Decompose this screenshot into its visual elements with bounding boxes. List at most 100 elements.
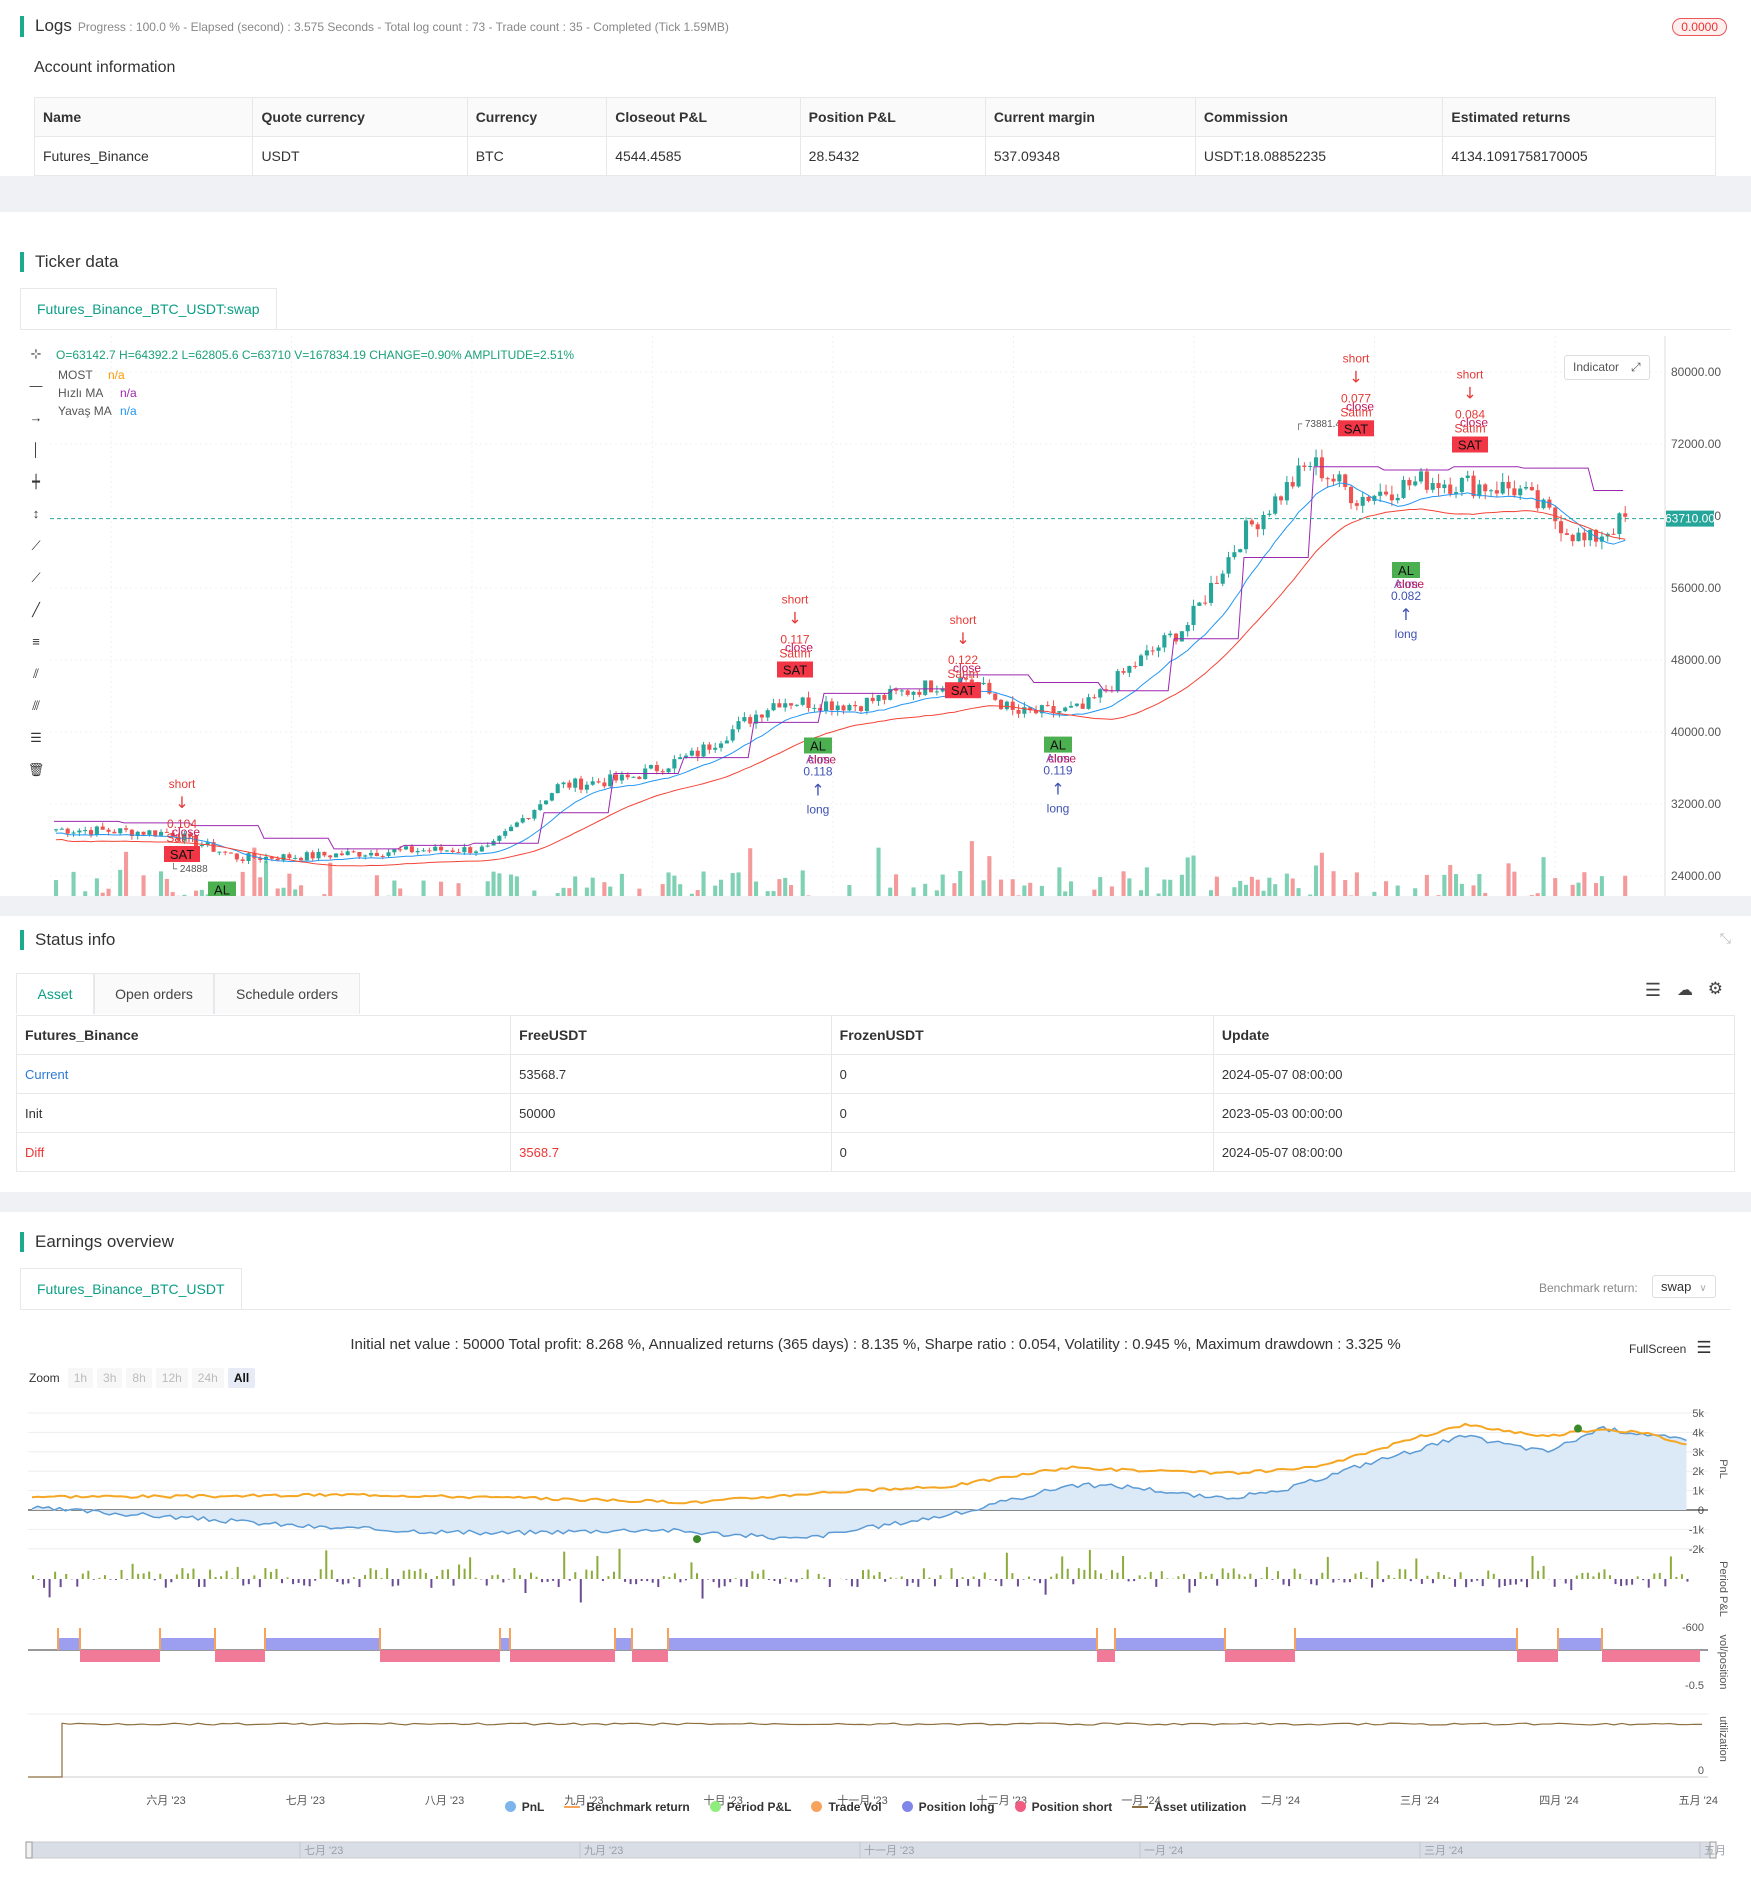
- indicator-button[interactable]: Indicator ⤢: [1564, 355, 1650, 380]
- candle-body: [1407, 479, 1412, 486]
- volume-bar: [1319, 852, 1324, 896]
- volume-bar: [1459, 883, 1464, 896]
- candle-body: [1471, 475, 1476, 497]
- navigator[interactable]: 七月 '23 九月 '23 十一月 '23 一月 '24 三月 '24 五月: [0, 1840, 1751, 1860]
- legend-symbol: [901, 1801, 913, 1812]
- benchmark-select[interactable]: swap ∨: [1652, 1275, 1716, 1298]
- candle-body: [754, 714, 759, 724]
- candle-body: [217, 851, 222, 853]
- volume-bar: [1109, 886, 1114, 896]
- period-bar: [662, 1576, 665, 1579]
- y-tick-label: 72000.00: [1671, 437, 1721, 451]
- zoom-option-3h[interactable]: 3h: [97, 1368, 123, 1388]
- period-bar: [723, 1579, 726, 1587]
- vertical-segment-icon[interactable]: ┿: [32, 474, 40, 489]
- period-bar: [441, 1569, 444, 1579]
- period-bar: [867, 1569, 870, 1579]
- trend-line-icon[interactable]: ⟋: [31, 538, 41, 553]
- candle-body: [1185, 625, 1190, 632]
- candle-body: [135, 831, 140, 837]
- status-tab-asset[interactable]: Asset: [16, 973, 94, 1014]
- menu-icon[interactable]: ☰: [1696, 1338, 1712, 1357]
- x-tick-label: 一月 '24: [1121, 1795, 1160, 1807]
- drawing-toolbar: ⊹ — → │ ┿ ↕ ⟋ ⟋ ╱ ≡ ⫽ ⫻ ☰ 🗑: [24, 346, 48, 794]
- signal-qty: 0.119: [1043, 764, 1072, 778]
- candle-body: [555, 784, 560, 794]
- candle-body: [899, 690, 904, 692]
- period-bar: [1315, 1579, 1318, 1586]
- earnings-chart[interactable]: 5k 4k 3k 2k 1k 0 -1k -2k -600 -0.5 0 PnL Period P&L v…: [0, 1394, 1751, 1842]
- candle-body: [1337, 474, 1342, 482]
- ticker-tab[interactable]: Futures_Binance_BTC_USDT:swap: [20, 288, 277, 329]
- zoom-option-All[interactable]: All: [227, 1368, 256, 1388]
- candlestick-chart[interactable]: 80000.0072000.0064000.0056000.0048000.00…: [0, 336, 1751, 896]
- period-bar: [1354, 1573, 1357, 1579]
- zoom-option-24h[interactable]: 24h: [191, 1368, 224, 1388]
- fib-icon[interactable]: ⫻: [32, 698, 40, 713]
- volume-bar: [328, 862, 333, 896]
- horizontal-ray-icon[interactable]: →: [29, 410, 43, 425]
- fib-lines-icon[interactable]: ☰: [30, 730, 42, 745]
- vertical-line-icon[interactable]: │: [31, 442, 41, 457]
- position-short-bar: [80, 1650, 160, 1662]
- status-tab-open-orders[interactable]: Open orders: [94, 973, 214, 1014]
- candle-body: [415, 851, 420, 853]
- fullscreen-button[interactable]: FullScreen ☰: [1629, 1338, 1712, 1358]
- settings-icon[interactable]: ⚙: [1707, 979, 1723, 998]
- period-bar: [850, 1579, 853, 1587]
- current-price-tag: [1666, 510, 1714, 527]
- status-tab-schedule-orders[interactable]: Schedule orders: [214, 973, 360, 1014]
- segment-icon[interactable]: ╱: [32, 602, 40, 617]
- volume-bar: [1255, 879, 1260, 896]
- signal-badge: SAT: [951, 683, 975, 698]
- legend-item-pnl[interactable]: PnL: [504, 1800, 544, 1814]
- legend-item-trade-vol[interactable]: Trade Vol: [811, 1800, 882, 1814]
- period-bar: [92, 1579, 95, 1580]
- period-bar: [1077, 1568, 1080, 1579]
- collapse-icon[interactable]: ⤡: [1719, 930, 1731, 946]
- candle-body: [1039, 705, 1044, 714]
- earnings-tab[interactable]: Futures_Binance_BTC_USDT: [20, 1268, 242, 1309]
- period-bar: [32, 1575, 34, 1579]
- horizontal-line-icon[interactable]: —: [29, 378, 43, 393]
- list-icon[interactable]: ☰: [1644, 980, 1661, 1000]
- period-bar: [1609, 1575, 1611, 1579]
- volume-bar: [398, 888, 403, 896]
- trash-icon[interactable]: 🗑: [27, 762, 45, 777]
- volume-bar: [1395, 885, 1400, 896]
- parallel-channel-icon[interactable]: ⫽: [33, 666, 39, 681]
- legend-item-position-short[interactable]: Position short: [1014, 1800, 1112, 1814]
- candle-body: [771, 703, 776, 711]
- expand-icon[interactable]: ⤢: [1631, 360, 1641, 374]
- vertical-ray-icon[interactable]: ↕: [32, 506, 40, 521]
- legend-item-benchmark-return[interactable]: Benchmark return: [564, 1800, 690, 1814]
- zoom-option-8h[interactable]: 8h: [126, 1368, 152, 1388]
- legend-item: Hızlı MA n/a: [58, 384, 137, 402]
- period-bar: [535, 1576, 538, 1579]
- candle-body: [1570, 534, 1575, 542]
- account-info-title: Account information: [34, 59, 176, 76]
- period-bar: [115, 1579, 117, 1580]
- price-line-icon[interactable]: ≡: [32, 634, 40, 649]
- cursor-icon[interactable]: ⊹: [30, 346, 42, 361]
- ohlc-readout: O=63142.7 H=64392.2 L=62805.6 C=63710 V=…: [56, 348, 575, 362]
- cloud-download-icon[interactable]: ☁: [1677, 982, 1693, 999]
- candle-body: [870, 697, 875, 702]
- status-cell: 50000: [510, 1093, 832, 1133]
- period-bar: [447, 1569, 449, 1579]
- legend-item-asset-utilization[interactable]: Asset utilization: [1132, 1800, 1246, 1814]
- candle-body: [777, 703, 782, 708]
- legend-item-position-long[interactable]: Position long: [901, 1800, 995, 1814]
- period-bar: [1514, 1579, 1517, 1585]
- zoom-option-1h[interactable]: 1h: [67, 1368, 94, 1388]
- legend-item-period-p&l[interactable]: Period P&L: [709, 1800, 791, 1814]
- volume-bar: [1010, 879, 1015, 896]
- volume-bar: [789, 885, 794, 896]
- volume-bar: [1098, 877, 1103, 896]
- ray-line-icon[interactable]: ⟋: [31, 570, 41, 585]
- period-bar: [1227, 1572, 1230, 1579]
- zoom-option-12h[interactable]: 12h: [155, 1368, 188, 1388]
- period-bar: [878, 1571, 881, 1579]
- volume-bar: [1191, 855, 1196, 896]
- benchmark-line: [31, 1422, 1687, 1505]
